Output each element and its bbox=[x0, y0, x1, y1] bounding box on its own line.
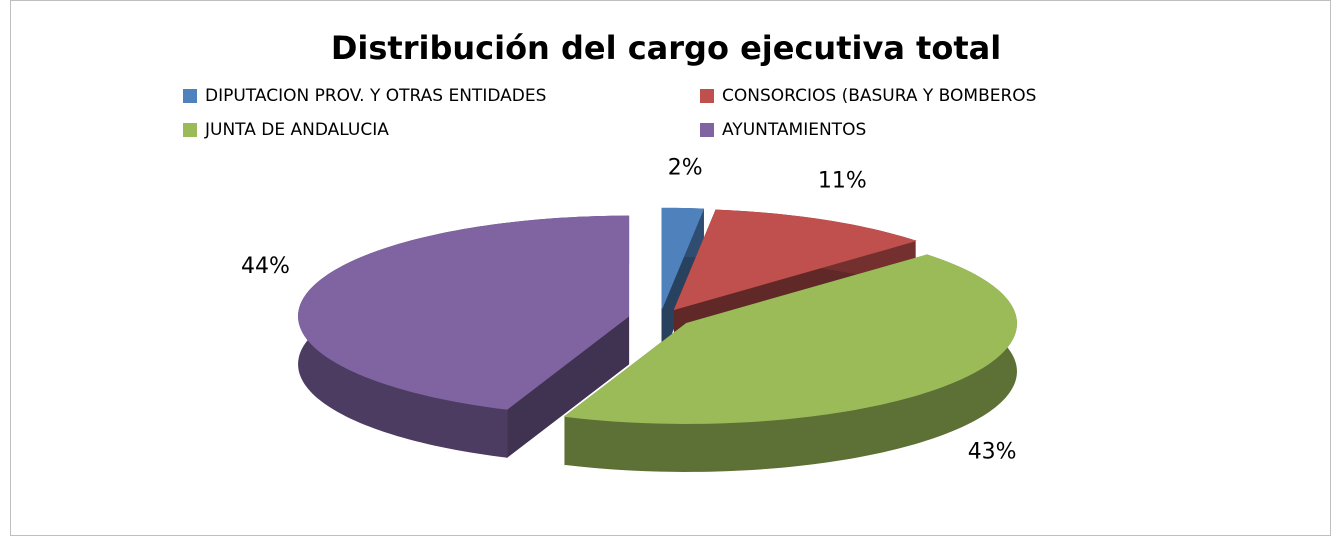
legend-label: JUNTA DE ANDALUCIA bbox=[204, 120, 389, 140]
legend-swatch bbox=[183, 89, 197, 103]
chart-title: Distribución del cargo ejecutiva total bbox=[331, 29, 1001, 67]
data-label: 44% bbox=[241, 254, 290, 279]
legend-swatch bbox=[183, 123, 197, 137]
data-label: 11% bbox=[818, 169, 867, 194]
legend-label: DIPUTACION PROV. Y OTRAS ENTIDADES bbox=[205, 86, 546, 106]
legend-label: AYUNTAMIENTOS bbox=[722, 120, 866, 140]
data-label: 2% bbox=[668, 156, 703, 181]
legend-label: CONSORCIOS (BASURA Y BOMBEROS bbox=[722, 86, 1036, 106]
slice-top bbox=[661, 207, 705, 309]
data-label: 43% bbox=[968, 439, 1017, 464]
pie-slice bbox=[661, 207, 705, 357]
legend-swatch bbox=[700, 123, 714, 137]
pie-slice bbox=[563, 254, 1017, 472]
pie-slice bbox=[298, 215, 630, 459]
legend-swatch bbox=[700, 89, 714, 103]
slice-top bbox=[563, 254, 1017, 424]
slice-top bbox=[298, 215, 630, 410]
slice-top bbox=[673, 209, 917, 311]
